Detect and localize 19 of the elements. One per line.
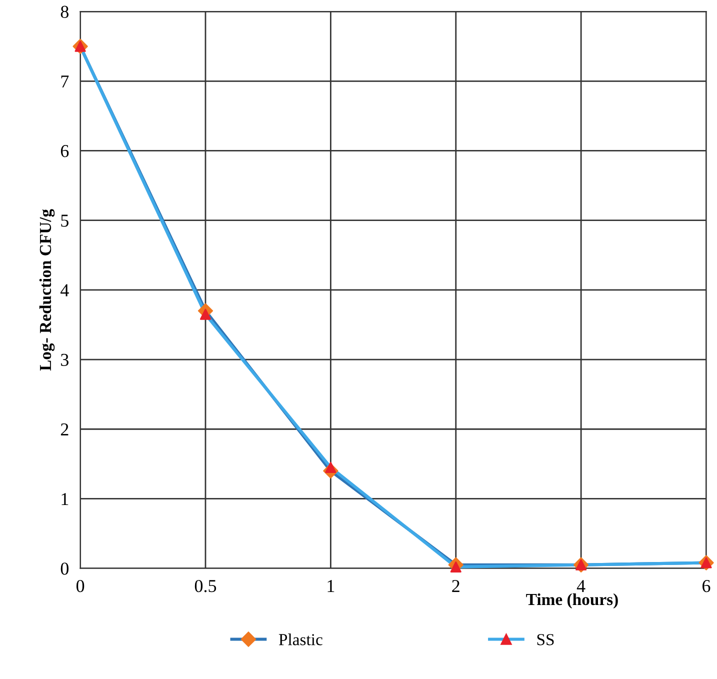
- legend-label: Plastic: [278, 634, 322, 646]
- y-tick-label: 2: [60, 423, 68, 436]
- x-tick-label: 6: [702, 580, 710, 592]
- x-axis-title: Time (hours): [526, 593, 618, 608]
- y-axis-title: Log- Reduction CFU/g: [39, 209, 55, 371]
- x-tick-label: 2: [452, 580, 460, 592]
- y-tick-label: 7: [61, 76, 69, 88]
- x-tick-label: 1: [328, 580, 334, 592]
- x-tick-label: 4: [576, 580, 586, 592]
- y-tick-label: 8: [60, 6, 69, 18]
- y-tick-label: 0: [60, 562, 69, 575]
- y-tick-label: 4: [60, 284, 69, 296]
- legend-label: SS: [537, 634, 554, 646]
- y-tick-label: 1: [62, 493, 68, 505]
- x-tick-label: 0: [76, 580, 84, 592]
- y-tick-label: 5: [61, 214, 68, 227]
- y-tick-label: 6: [60, 145, 69, 158]
- x-tick-label: 0.5: [194, 580, 216, 592]
- y-tick-label: 3: [61, 354, 68, 366]
